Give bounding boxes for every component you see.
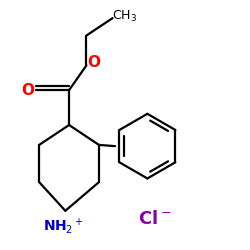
Text: Cl$^-$: Cl$^-$ bbox=[138, 210, 172, 228]
Text: O: O bbox=[88, 55, 101, 70]
Text: NH$_2$$^+$: NH$_2$$^+$ bbox=[42, 216, 83, 236]
Text: O: O bbox=[21, 83, 34, 98]
Text: CH$_3$: CH$_3$ bbox=[112, 8, 138, 24]
